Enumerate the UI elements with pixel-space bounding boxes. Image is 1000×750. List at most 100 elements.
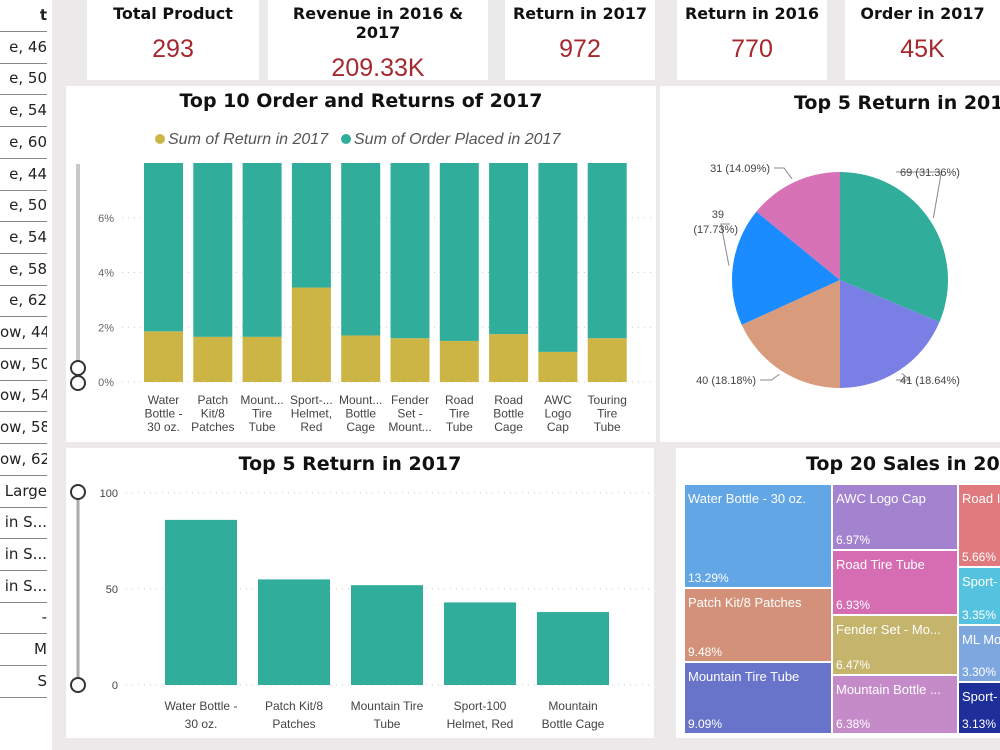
- x-tick-label: Road Tire Tube: [445, 393, 474, 434]
- cell-percent: 9.48%: [688, 645, 723, 659]
- table-row[interactable]: in S...: [0, 539, 47, 571]
- bar-segment: [489, 334, 529, 382]
- legend-label: Sum of Order Placed in 2017: [354, 131, 561, 148]
- x-tick-label: Water Bottle -30 oz.: [165, 699, 238, 731]
- top10-chart-panel: Top 10 Order and Returns of 2017 Sum of …: [66, 86, 656, 442]
- leader-line: [896, 171, 942, 219]
- table-row[interactable]: -: [0, 602, 47, 635]
- data-label: 31 (14.09%): [710, 163, 770, 175]
- kpi-card: Order in 2017 45K: [845, 0, 1000, 80]
- treemap-cell[interactable]: Water Bottle - 30 oz. 13.29%: [684, 484, 832, 588]
- cell-percent: 3.13%: [962, 717, 997, 731]
- treemap-cell[interactable]: Mountain Tire Tube 9.09%: [684, 662, 832, 734]
- cell-percent: 6.47%: [836, 658, 871, 672]
- treemap-cell[interactable]: Road Tire Tube 6.93%: [832, 550, 958, 615]
- treemap-cell[interactable]: ML Mo 3.30%: [958, 625, 1000, 682]
- kpi-title: Return in 2017: [512, 4, 648, 23]
- bar-segment: [439, 340, 479, 382]
- x-tick-label: Mount... Tire Tube: [240, 393, 283, 434]
- table-row[interactable]: ow, 54: [0, 380, 47, 413]
- x-tick-label: Patch Kit/8 Patches: [191, 393, 234, 434]
- kpi-value: 770: [731, 35, 773, 63]
- chart-title: Top 10 Order and Returns of 2017: [179, 90, 543, 112]
- bar: [537, 612, 609, 685]
- data-label: 40 (18.18%): [696, 375, 756, 387]
- treemap-cell[interactable]: Patch Kit/8 Patches 9.48%: [684, 588, 832, 662]
- table-row[interactable]: e, 50: [0, 63, 47, 96]
- table-row[interactable]: e, 54: [0, 95, 47, 128]
- x-tick-label: Touring Tire Tube: [588, 393, 627, 434]
- legend-label: Sum of Return in 2017: [168, 131, 329, 148]
- cell-name: Road I: [962, 491, 1000, 506]
- bar: [165, 519, 237, 685]
- cell-percent: 6.97%: [836, 533, 871, 547]
- kpi-title: Total Product: [113, 4, 233, 23]
- table-row[interactable]: e, 50: [0, 190, 47, 223]
- y-tick-label: 0: [112, 680, 118, 692]
- bar-segment: [489, 163, 529, 335]
- treemap-cell[interactable]: Sport- 3.13%: [958, 682, 1000, 734]
- cell-percent: 13.29%: [688, 571, 729, 585]
- slider-handle[interactable]: [70, 360, 86, 376]
- pie-slice: [732, 211, 840, 325]
- bar-segment: [538, 163, 578, 352]
- bar-segment: [538, 351, 578, 382]
- bar-segment: [390, 338, 430, 382]
- x-tick-label: Patch Kit/8 Patches: [265, 699, 323, 731]
- table-row[interactable]: S: [0, 666, 47, 698]
- treemap-cell[interactable]: Sport- 3.35%: [958, 567, 1000, 625]
- treemap-cell[interactable]: Road I 5.66%: [958, 484, 1000, 567]
- leader-line: [760, 373, 780, 381]
- cell-percent: 6.93%: [836, 598, 871, 612]
- y-tick-label: 0%: [98, 377, 114, 389]
- cell-name: Sport-: [962, 689, 998, 704]
- chart-title: Top 5 Return in 2017: [238, 453, 462, 475]
- table-row[interactable]: ow, 58: [0, 412, 47, 445]
- slider-handle[interactable]: [70, 677, 86, 693]
- table-row[interactable]: e, 46: [0, 32, 47, 64]
- kpi-value: 45K: [900, 35, 945, 63]
- treemap-cell[interactable]: Mountain Bottle ... 6.38%: [832, 675, 958, 734]
- bar-segment: [144, 163, 183, 332]
- cell-name: Patch Kit/8 Patches: [688, 595, 802, 610]
- y-tick-label: 50: [106, 584, 118, 596]
- table-row[interactable]: e, 44: [0, 159, 47, 191]
- treemap-cell[interactable]: AWC Logo Cap 6.97%: [832, 484, 958, 550]
- x-tick-label: Mountain Tire Tube: [351, 699, 424, 731]
- chart-title: Top 5 Return in 201: [794, 92, 1000, 114]
- cell-name: Mountain Tire Tube: [688, 669, 800, 684]
- pie-slice: [741, 280, 840, 388]
- cell-name: AWC Logo Cap: [836, 491, 926, 506]
- product-table: t e, 46 e, 50 e, 54 e, 60 e, 44 e, 50 e, 54 e, …: [0, 0, 52, 750]
- table-row[interactable]: M: [0, 634, 47, 666]
- table-row[interactable]: e, 62: [0, 285, 47, 318]
- table-row[interactable]: Large: [0, 476, 47, 508]
- legend-marker: [155, 134, 165, 144]
- y-tick-label: 4%: [98, 268, 114, 280]
- kpi-card: Total Product 293: [87, 0, 259, 80]
- kpi-title: Return in 2016: [684, 4, 820, 23]
- table-header[interactable]: t: [0, 0, 47, 32]
- treemap-panel: Top 20 Sales in 20 Water Bottle - 30 oz.…: [676, 448, 1000, 738]
- cell-percent: 3.35%: [962, 608, 997, 622]
- table-row[interactable]: e, 54: [0, 222, 47, 254]
- slider-handle[interactable]: [70, 484, 86, 500]
- bar: [444, 602, 516, 685]
- kpi-card: Revenue in 2016 & 2017 209.33K: [268, 0, 488, 82]
- bar: [351, 585, 423, 685]
- table-row[interactable]: e, 58: [0, 254, 47, 286]
- kpi-card: Return in 2016 770: [677, 0, 827, 80]
- table-row[interactable]: in S...: [0, 507, 47, 540]
- data-label: 69 (31.36%): [900, 167, 960, 179]
- table-row[interactable]: ow, 62: [0, 444, 47, 476]
- slider-handle[interactable]: [70, 375, 86, 391]
- table-row[interactable]: ow, 44: [0, 317, 47, 349]
- bar-segment: [587, 163, 627, 339]
- kpi-value: 209.33K: [331, 54, 425, 82]
- cell-name: Fender Set - Mo...: [836, 622, 941, 637]
- table-row[interactable]: in S...: [0, 571, 47, 603]
- treemap-cell[interactable]: Fender Set - Mo... 6.47%: [832, 615, 958, 675]
- table-row[interactable]: ow, 50: [0, 349, 47, 381]
- table-row[interactable]: e, 60: [0, 127, 47, 159]
- cell-percent: 3.30%: [962, 665, 997, 679]
